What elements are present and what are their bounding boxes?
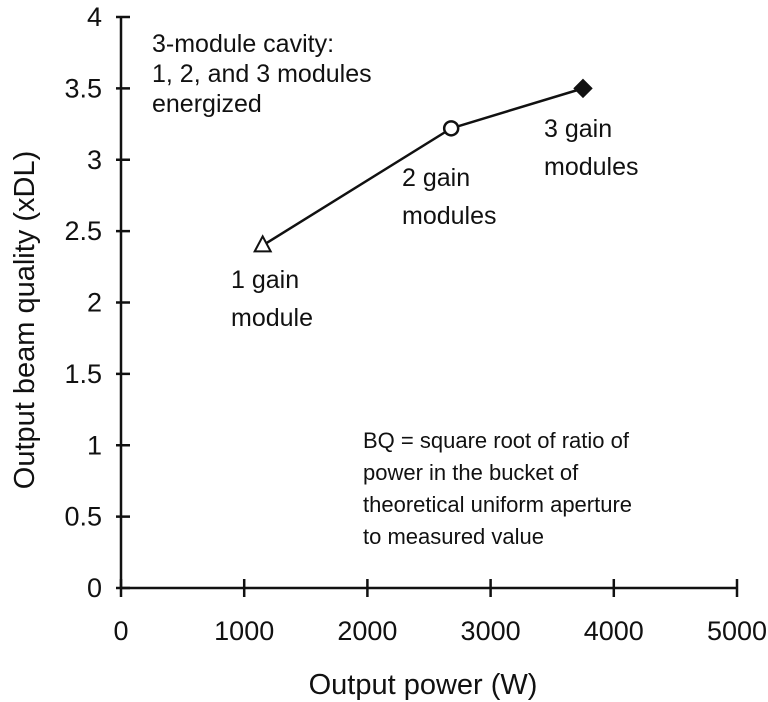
x-tick-label: 1000 [214,616,274,646]
y-tick-label: 0 [87,573,102,603]
point-label-2-modules-line: modules [402,202,497,230]
point-label-1-module-line: 1 gain [231,266,299,294]
y-tick-label: 2.5 [64,216,102,246]
bq-definition-note-line: BQ = square root of ratio of [363,428,630,453]
bq-definition-note-line: to measured value [363,524,544,549]
point-label-3-modules-line: 3 gain [544,115,612,143]
cavity-note-line: 3-module cavity: [152,30,334,58]
y-tick-label: 1 [87,430,102,460]
x-axis-title: Output power (W) [309,669,538,701]
y-tick-label: 1.5 [64,359,102,389]
bq-definition-note-line: power in the bucket of [363,460,579,485]
x-tick-label: 3000 [461,616,521,646]
y-tick-label: 4 [87,2,102,32]
point-label-2-modules-line: 2 gain [402,164,470,192]
x-tick-label: 0 [113,616,128,646]
annotations: 3-module cavity:1, 2, and 3 modulesenerg… [152,30,639,549]
point-label-1-module-line: module [231,304,313,332]
y-tick-label: 2 [87,288,102,318]
y-tick-label: 3 [87,145,102,175]
markers [253,78,593,253]
x-tick-label: 4000 [584,616,644,646]
x-tick-label: 2000 [337,616,397,646]
ticks: 0 0.5 1 1.5 2 2.5 3 3.5 4 0 1000 2000 3000 4000 5000 [64,2,767,646]
data-point [442,120,460,137]
x-tick-label: 5000 [707,616,767,646]
cavity-note-line: energized [152,90,262,118]
data-point [253,234,273,253]
data-point [573,78,593,99]
y-tick-label: 0.5 [64,502,102,532]
bq-definition-note-line: theoretical uniform aperture [363,492,632,517]
cavity-note-line: 1, 2, and 3 modules [152,60,372,88]
y-axis-title: Output beam quality (xDL) [9,151,41,489]
point-label-3-modules-line: modules [544,153,639,181]
y-tick-label: 3.5 [64,73,102,103]
